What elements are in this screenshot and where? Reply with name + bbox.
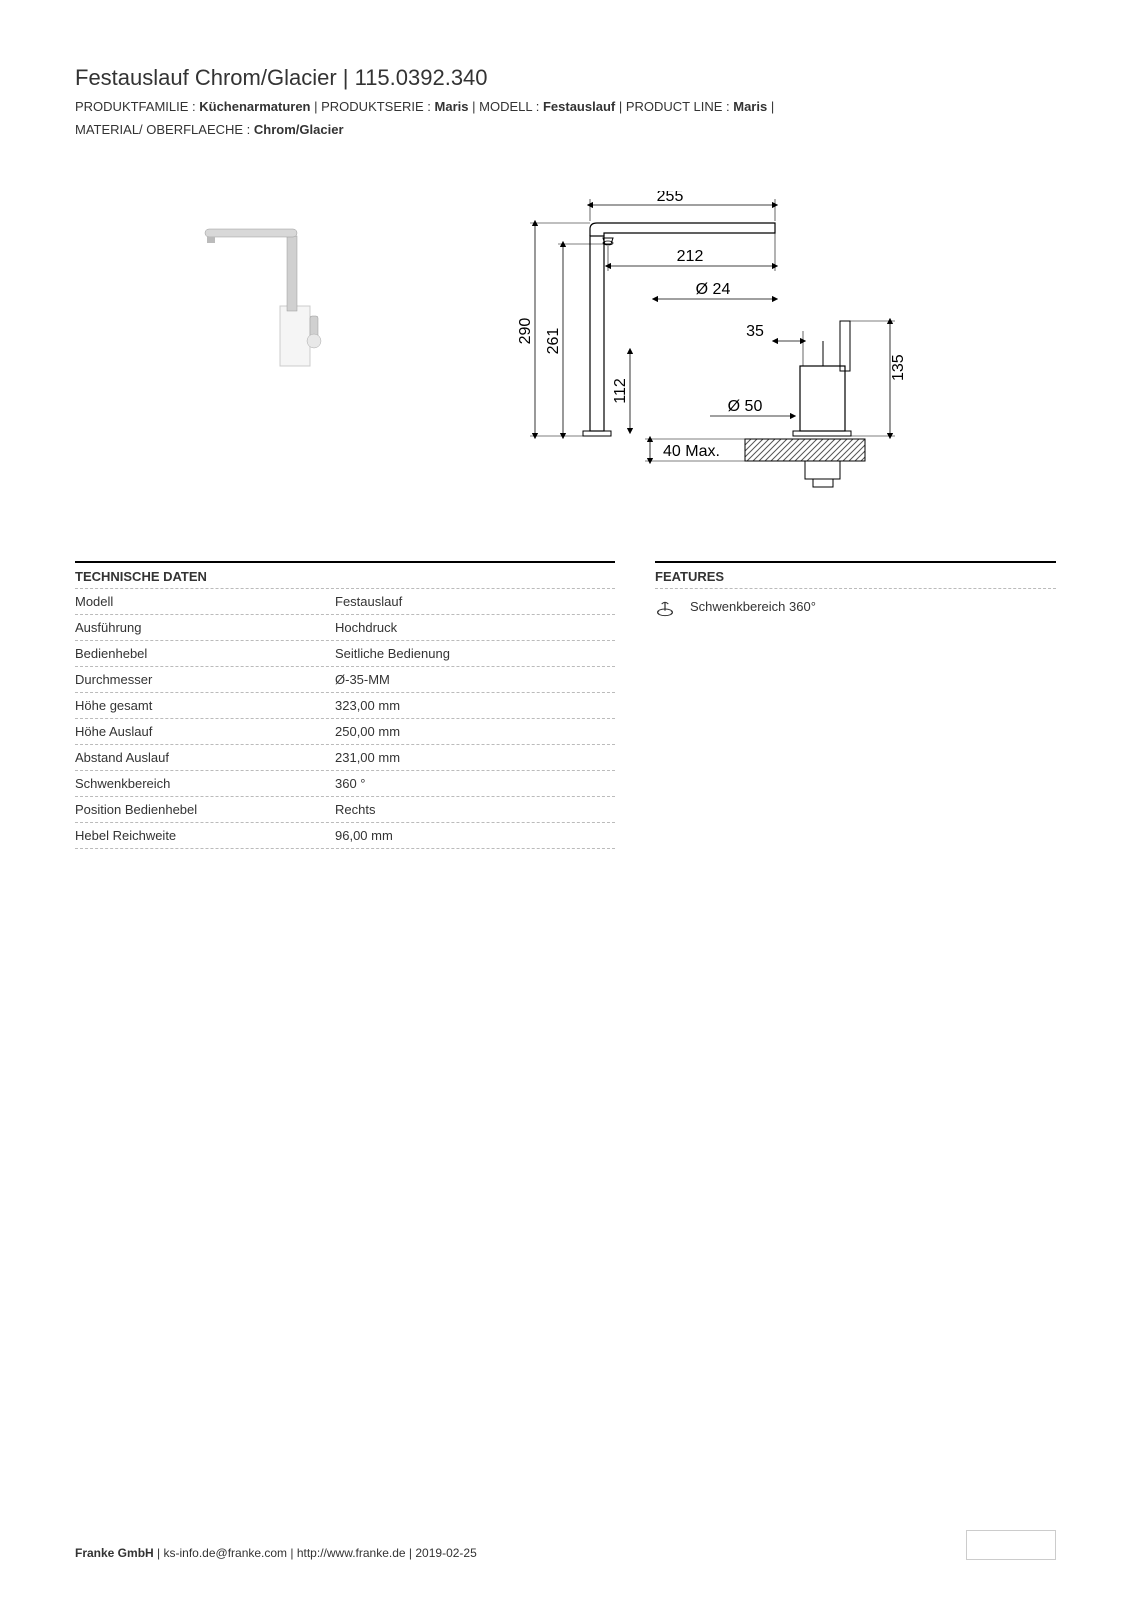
spec-label: Modell <box>75 594 335 609</box>
dim-side-height: 135 <box>890 354 907 381</box>
spec-label: Hebel Reichweite <box>75 828 335 843</box>
spec-row: Abstand Auslauf 231,00 mm <box>75 745 615 771</box>
meta-value: Chrom/Glacier <box>254 122 344 137</box>
dim-handle-reach: 35 <box>746 323 764 340</box>
spec-value: 96,00 mm <box>335 828 615 843</box>
dim-mid-h: 112 <box>612 378 629 404</box>
spec-value: 360 ° <box>335 776 615 791</box>
meta-label: MODELL : <box>479 99 543 114</box>
spec-value: Rechts <box>335 802 615 817</box>
footer-logo-box <box>966 1530 1056 1560</box>
footer-url: http://www.franke.de <box>297 1546 406 1560</box>
meta-label: PRODUKTSERIE : <box>321 99 434 114</box>
footer-email: ks-info.de@franke.com <box>163 1546 287 1560</box>
meta-sep: | <box>619 99 626 114</box>
spec-value: Ø-35-MM <box>335 672 615 687</box>
dim-inner-h: 261 <box>545 327 562 354</box>
footer-date: 2019-02-25 <box>415 1546 476 1560</box>
spec-label: Schwenkbereich <box>75 776 335 791</box>
spec-row: Bedienhebel Seitliche Bedienung <box>75 641 615 667</box>
swivel-360-icon <box>655 599 675 619</box>
footer-text: Franke GmbH | ks-info.de@franke.com | ht… <box>75 1546 477 1560</box>
dim-spout-reach: 212 <box>677 248 704 265</box>
spec-row: Ausführung Hochdruck <box>75 615 615 641</box>
meta-label: PRODUCT LINE : <box>626 99 733 114</box>
page-title: Festauslauf Chrom/Glacier | 115.0392.340 <box>75 65 1056 91</box>
spec-value: 231,00 mm <box>335 750 615 765</box>
spec-label: Durchmesser <box>75 672 335 687</box>
meta-label: MATERIAL/ OBERFLAECHE : <box>75 122 254 137</box>
feature-item: Schwenkbereich 360° <box>655 589 1056 629</box>
spec-row: Durchmesser Ø-35-MM <box>75 667 615 693</box>
meta-value: Festauslauf <box>543 99 615 114</box>
product-meta-2: MATERIAL/ OBERFLAECHE : Chrom/Glacier <box>75 120 1056 141</box>
product-render <box>175 191 435 391</box>
spec-label: Position Bedienhebel <box>75 802 335 817</box>
meta-label: PRODUKTFAMILIE : <box>75 99 199 114</box>
product-meta: PRODUKTFAMILIE : Küchenarmaturen | PRODU… <box>75 97 1056 118</box>
spec-value: Seitliche Bedienung <box>335 646 615 661</box>
footer-company: Franke GmbH <box>75 1546 154 1560</box>
features-header: FEATURES <box>655 561 1056 589</box>
dim-counter-max: 40 Max. <box>663 443 720 460</box>
spec-label: Abstand Auslauf <box>75 750 335 765</box>
spec-value: 250,00 mm <box>335 724 615 739</box>
spec-row: Höhe Auslauf 250,00 mm <box>75 719 615 745</box>
meta-sep: | <box>771 99 774 114</box>
spec-label: Höhe gesamt <box>75 698 335 713</box>
meta-value: Küchenarmaturen <box>199 99 310 114</box>
dim-outer-h: 290 <box>517 317 534 344</box>
spec-label: Höhe Auslauf <box>75 724 335 739</box>
meta-value: Maris <box>733 99 767 114</box>
spec-label: Bedienhebel <box>75 646 335 661</box>
image-row: 255 212 Ø 24 35 135 Ø 50 <box>75 191 1056 491</box>
data-columns: TECHNISCHE DATEN Modell Festauslauf Ausf… <box>75 561 1056 849</box>
specs-table: TECHNISCHE DATEN Modell Festauslauf Ausf… <box>75 561 615 849</box>
spec-value: Festauslauf <box>335 594 615 609</box>
spec-row: Schwenkbereich 360 ° <box>75 771 615 797</box>
spec-row: Höhe gesamt 323,00 mm <box>75 693 615 719</box>
spec-value: 323,00 mm <box>335 698 615 713</box>
technical-drawing: 255 212 Ø 24 35 135 Ø 50 <box>495 191 915 491</box>
dim-spout-dia: Ø 24 <box>696 281 731 298</box>
dim-base-dia: Ø 50 <box>728 398 763 415</box>
spec-value: Hochdruck <box>335 620 615 635</box>
spec-row: Position Bedienhebel Rechts <box>75 797 615 823</box>
meta-value: Maris <box>435 99 469 114</box>
features-column: FEATURES Schwenkbereich 360° <box>655 561 1056 629</box>
spec-row: Hebel Reichweite 96,00 mm <box>75 823 615 849</box>
spec-row: Modell Festauslauf <box>75 589 615 615</box>
page-footer: Franke GmbH | ks-info.de@franke.com | ht… <box>75 1530 1056 1560</box>
specs-header: TECHNISCHE DATEN <box>75 561 615 589</box>
spec-label: Ausführung <box>75 620 335 635</box>
dim-top-width: 255 <box>657 191 684 205</box>
feature-text: Schwenkbereich 360° <box>690 599 816 614</box>
